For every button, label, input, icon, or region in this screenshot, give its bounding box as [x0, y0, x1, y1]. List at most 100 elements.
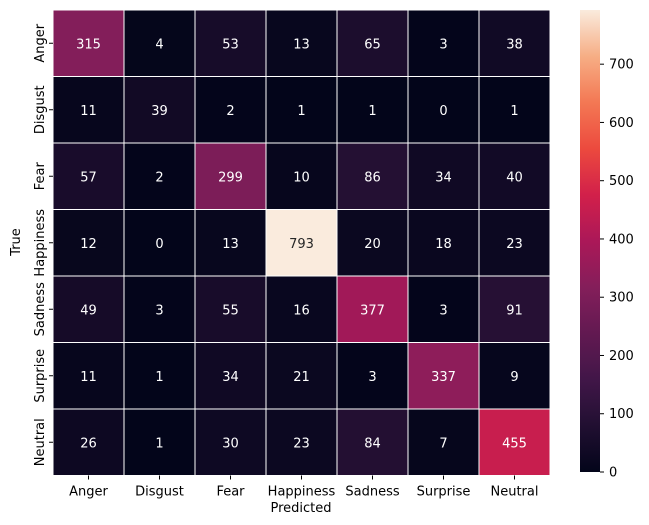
cell-value-label: 23 [293, 436, 310, 451]
colorbar-tick-label: 200 [609, 349, 634, 364]
y-axis-ticks: Anger Disgust Fear Happiness Sadness Surprise… [33, 23, 53, 466]
cell-value-label: 53 [222, 37, 239, 52]
cell-value-label: 34 [435, 170, 452, 185]
x-tick-label: Disgust [135, 485, 184, 500]
heatmap-cell [194, 9, 267, 77]
heatmap-cell [123, 9, 196, 77]
heatmap-cells [52, 9, 551, 476]
colorbar-tick-label: 700 [609, 58, 634, 73]
cell-value-label: 84 [364, 436, 381, 451]
cell-value-label: 793 [289, 237, 314, 252]
colorbar-tick-label: 600 [609, 116, 634, 131]
heatmap-cell [265, 142, 338, 210]
cell-value-label: 3 [368, 370, 376, 385]
cell-value-label: 1 [510, 104, 518, 119]
heatmap-cell [52, 209, 125, 277]
heatmap-cell [478, 408, 551, 476]
cell-value-label: 0 [439, 104, 447, 119]
heatmap-cell [407, 408, 480, 476]
colorbar-tick-label: 500 [609, 174, 634, 189]
cell-value-label: 20 [364, 237, 381, 252]
heatmap-cell [123, 209, 196, 277]
cell-value-label: 455 [502, 436, 527, 451]
y-tick-label: Fear [33, 162, 48, 191]
y-tick-label: Surprise [33, 349, 48, 403]
y-tick-label: Neutral [33, 418, 48, 466]
heatmap-cell [478, 142, 551, 210]
x-tick-label: Sadness [345, 485, 399, 500]
y-tick-label: Anger [33, 23, 48, 62]
cell-value-label: 1 [368, 104, 376, 119]
y-tick-label: Disgust [33, 85, 48, 134]
heatmap-cell [265, 342, 338, 410]
heatmap-cell [336, 76, 409, 144]
cell-value-label: 0 [155, 237, 163, 252]
cell-value-label: 65 [364, 37, 381, 52]
heatmap-cell [336, 142, 409, 210]
cell-value-label: 1 [155, 436, 163, 451]
heatmap-cell [478, 342, 551, 410]
heatmap-cell [194, 342, 267, 410]
cell-value-label: 16 [293, 303, 310, 318]
heatmap-cell [407, 9, 480, 77]
heatmap-cell [194, 408, 267, 476]
colorbar [580, 10, 600, 472]
cell-value-label: 23 [506, 237, 523, 252]
colorbar-tick-label: 300 [609, 291, 634, 306]
x-axis-ticks: Anger Disgust Fear Happiness Sadness Surprise… [69, 475, 538, 500]
x-tick-label: Anger [69, 485, 108, 500]
heatmap-cell [478, 76, 551, 144]
heatmap-cell [265, 9, 338, 77]
x-axis-label: Predicted [270, 501, 331, 516]
heatmap-cell [123, 342, 196, 410]
heatmap-cell [265, 209, 338, 277]
colorbar-ticks: 0 100 200 300 400 500 600 700 [600, 58, 634, 481]
cell-value-label: 2 [226, 104, 234, 119]
heatmap-cell [194, 275, 267, 343]
heatmap-cell [123, 142, 196, 210]
cell-value-label: 12 [80, 237, 97, 252]
heatmap-cell [52, 275, 125, 343]
cell-value-label: 86 [364, 170, 381, 185]
cell-value-label: 49 [80, 303, 97, 318]
x-tick-label: Surprise [417, 485, 471, 500]
cell-value-label: 13 [222, 237, 239, 252]
cell-value-label: 9 [510, 370, 518, 385]
cell-value-label: 38 [506, 37, 523, 52]
cell-value-label: 3 [439, 37, 447, 52]
y-axis-label: True [9, 228, 24, 257]
heatmap-cell [52, 408, 125, 476]
cell-value-label: 1 [297, 104, 305, 119]
heatmap-cell [52, 9, 125, 77]
cell-value-label: 4 [155, 37, 163, 52]
x-tick-label: Fear [216, 485, 245, 500]
cell-value-label: 2 [155, 170, 163, 185]
heatmap-cell [265, 408, 338, 476]
heatmap-cell [52, 342, 125, 410]
cell-value-label: 337 [431, 370, 456, 385]
heatmap-cell [194, 76, 267, 144]
heatmap-cell [407, 142, 480, 210]
colorbar-tick-label: 0 [609, 466, 617, 481]
cell-value-label: 57 [80, 170, 97, 185]
cell-value-label: 26 [80, 436, 97, 451]
cell-value-label: 30 [222, 436, 239, 451]
heatmap-cell [336, 408, 409, 476]
heatmap-cell [407, 209, 480, 277]
cell-value-label: 91 [506, 303, 523, 318]
cell-value-label: 13 [293, 37, 310, 52]
heatmap-cell [194, 142, 267, 210]
cell-value-label: 1 [155, 370, 163, 385]
cell-value-label: 21 [293, 370, 310, 385]
cell-value-label: 18 [435, 237, 452, 252]
cell-value-label: 3 [439, 303, 447, 318]
cell-value-label: 299 [218, 170, 243, 185]
cell-value-label: 39 [151, 104, 168, 119]
cell-value-label: 7 [439, 436, 447, 451]
cell-value-label: 10 [293, 170, 310, 185]
x-tick-label: Happiness [268, 485, 336, 500]
y-tick-label: Happiness [33, 209, 48, 277]
cell-value-label: 3 [155, 303, 163, 318]
